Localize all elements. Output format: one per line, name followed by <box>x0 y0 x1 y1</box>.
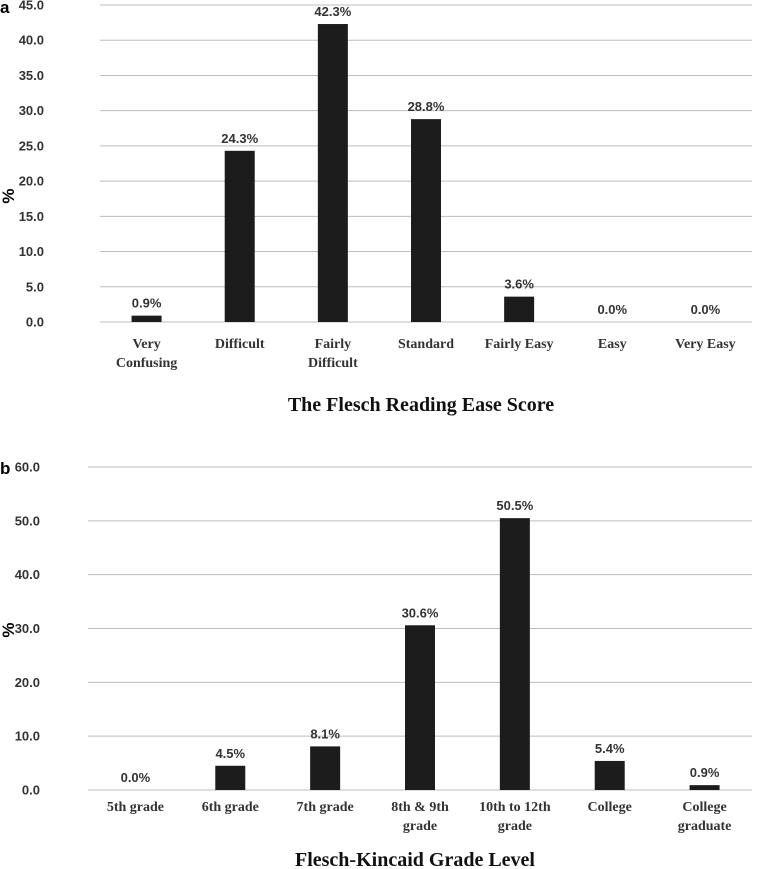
chart-a-bar <box>411 119 441 323</box>
chart-b-y-tick-label: 50.0 <box>15 513 40 528</box>
chart-a-y-tick-label: 20.0 <box>19 174 44 189</box>
chart-b-data-label: 8.1% <box>310 726 340 741</box>
chart-a-category-label-line: Easy <box>598 337 627 352</box>
chart-a-category-label: Difficult <box>215 337 265 352</box>
chart-a-y-tick-label: 35.0 <box>19 68 44 83</box>
chart-b-category-label-line: 10th to 12th <box>479 800 551 815</box>
chart-a-data-label: 0.9% <box>132 296 162 311</box>
chart-a-category-label: Very Easy <box>675 337 736 352</box>
chart-a-y-tick-label: 15.0 <box>19 209 44 224</box>
chart-a-category-label-line: Difficult <box>215 337 265 352</box>
chart-a-bar <box>317 24 348 323</box>
chart-a-y-tick-label: 0.0 <box>26 315 44 330</box>
chart-a-data-label: 3.6% <box>504 277 534 292</box>
chart-a-y-axis-label: % <box>0 188 18 203</box>
chart-a-category-label-line: Very <box>132 337 160 352</box>
chart-b-y-tick-label: 60.0 <box>15 460 40 475</box>
chart-b-category-label: 5th grade <box>107 800 164 815</box>
chart-a-category-label-line: Fairly Easy <box>485 337 554 352</box>
chart-b-data-label: 4.5% <box>215 746 245 761</box>
panel-a-letter: a <box>0 0 10 17</box>
chart-b-bar <box>594 760 625 790</box>
chart-b-data-label: 0.0% <box>121 770 151 785</box>
chart-b-data-label: 30.6% <box>402 605 439 620</box>
chart-a-category-label-line: Fairly <box>315 337 352 352</box>
chart-b-category-label-line: 7th grade <box>297 800 354 815</box>
chart-b-data-label: 5.4% <box>595 741 625 756</box>
chart-b-y-tick-label: 30.0 <box>15 621 40 636</box>
chart-b-y-tick-label: 20.0 <box>15 675 40 690</box>
chart-a-data-label: 24.3% <box>221 131 258 146</box>
chart-b-y-axis-label: % <box>0 622 18 637</box>
chart-b-category-label: 7th grade <box>297 800 354 815</box>
chart-a-data-label: 0.0% <box>691 302 721 317</box>
chart-b-y-tick-label: 40.0 <box>15 567 40 582</box>
panel-b-letter: b <box>0 459 10 478</box>
chart-a-data-label: 28.8% <box>408 99 445 114</box>
chart-b-plot: 0.0 10.0 20.0 30.0 40.0 50.0 60.0% 0.0% 5th grad… <box>0 460 752 869</box>
chart-b-category-label: College <box>588 800 632 815</box>
chart-b-data-label: 0.9% <box>690 765 720 780</box>
chart-a-plot: 0.0 5.0 10.0 15.0 20.0 25.0 30.0 35.0 40.0 45.0% 0… <box>0 0 752 416</box>
chart-a-category-label-line: Very Easy <box>675 337 736 352</box>
chart-b-category-label-line: graduate <box>678 819 732 834</box>
chart-a-title: The Flesch Reading Ease Score <box>288 394 554 416</box>
chart-b-category-label-line: grade <box>498 819 532 834</box>
chart-b-title: Flesch-Kincaid Grade Level <box>295 849 535 869</box>
chart-a-category-label: Easy <box>598 337 627 352</box>
chart-a-y-tick-label: 10.0 <box>19 244 44 259</box>
chart-a-bar <box>224 150 255 322</box>
chart-b-bar <box>499 518 530 790</box>
chart-b-category-label: 6th grade <box>202 800 259 815</box>
chart-b-data-label: 50.5% <box>496 498 533 513</box>
chart-a-data-label: 0.0% <box>597 302 627 317</box>
chart-b-category-label-line: grade <box>403 819 437 834</box>
chart-b-y-tick-label: 0.0 <box>22 783 40 798</box>
chart-a-category-label: Fairly Easy <box>485 337 554 352</box>
chart-b-bar <box>310 746 341 790</box>
chart-a-category-label-line: Standard <box>398 337 454 352</box>
chart-a-y-tick-label: 25.0 <box>19 138 44 153</box>
chart-a-category-label-line: Confusing <box>116 356 177 371</box>
chart-a-category-label: Standard <box>398 337 454 352</box>
chart-b-category-label-line: College <box>682 800 726 815</box>
chart-b-category-label: College graduate <box>678 800 732 834</box>
chart-a-y-tick-label: 5.0 <box>26 279 44 294</box>
chart-a-y-tick-label: 45.0 <box>19 0 44 13</box>
chart-b-category-label-line: 8th & 9th <box>391 800 449 815</box>
chart-a-y-tick-label: 40.0 <box>19 33 44 48</box>
chart-a-category-label: Fairly Difficult <box>308 337 358 371</box>
chart-b-category-label-line: College <box>588 800 632 815</box>
chart-b-bar <box>405 625 435 790</box>
chart-a-bar <box>131 315 162 322</box>
chart-b-bar <box>689 785 720 790</box>
chart-b-bar <box>215 765 246 790</box>
chart-a-category-label: Very Confusing <box>116 337 177 371</box>
chart-a-category-label-line: Difficult <box>308 356 358 371</box>
chart-a-bar <box>504 296 535 322</box>
chart-b-category-label-line: 6th grade <box>202 800 259 815</box>
chart-b-category-label: 8th & 9th grade <box>391 800 449 834</box>
chart-a-y-tick-label: 30.0 <box>19 103 44 118</box>
chart-b-category-label: 10th to 12th grade <box>479 800 551 834</box>
chart-b-y-tick-label: 10.0 <box>15 729 40 744</box>
chart-a-data-label: 42.3% <box>314 4 351 19</box>
chart-b-category-label-line: 5th grade <box>107 800 164 815</box>
